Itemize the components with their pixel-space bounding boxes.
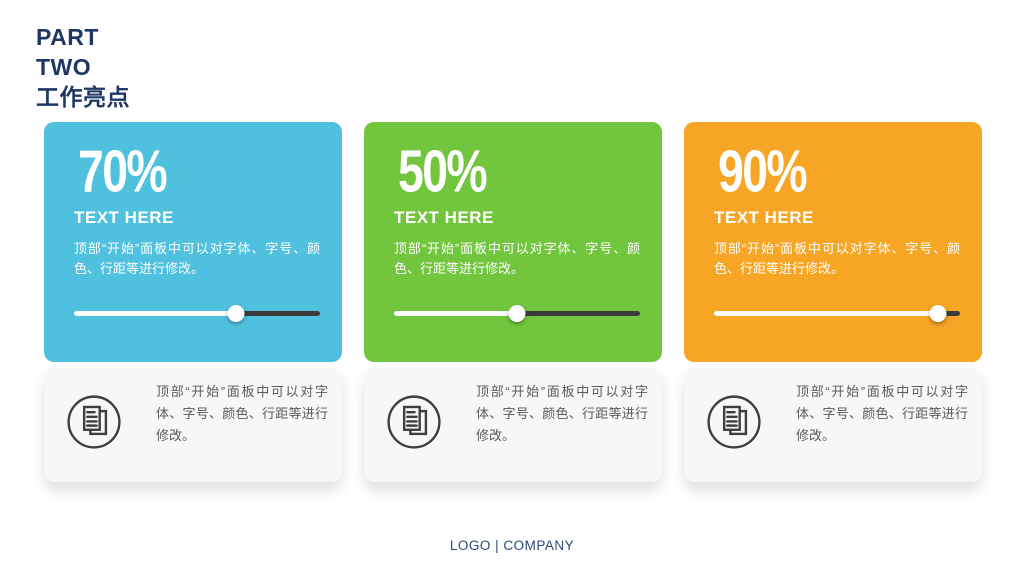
card-description: 顶部“开始”面板中可以对字体、字号、颜色、行距等进行修改。: [394, 241, 640, 276]
footer-logo-text: LOGO | COMPANY: [449, 538, 575, 553]
card-description: 顶部“开始”面板中可以对字体、字号、颜色、行距等进行修改。: [714, 241, 960, 276]
progress-slider[interactable]: [714, 305, 960, 322]
slider-thumb[interactable]: [929, 305, 947, 322]
document-icon: [385, 393, 443, 451]
slide-title-line-3: 工作亮点: [36, 84, 130, 110]
card-description: 顶部“开始”面板中可以对字体、字号、颜色、行距等进行修改。: [74, 241, 320, 276]
progress-slider[interactable]: [74, 305, 320, 322]
note-card-1: 顶部“开始”面板中可以对字体、字号、颜色、行距等进行修改。: [44, 368, 342, 482]
slide-title: PART TWO 工作亮点: [36, 22, 130, 112]
progress-slider[interactable]: [394, 305, 640, 322]
slider-fill: [714, 311, 938, 316]
note-card-2: 顶部“开始”面板中可以对字体、字号、颜色、行距等进行修改。: [364, 368, 662, 482]
highlight-card-3: 90% TEXT HERE 顶部“开始”面板中可以对字体、字号、颜色、行距等进行…: [684, 122, 982, 362]
slide-title-line-2: TWO: [36, 54, 92, 80]
highlight-card-2: 50% TEXT HERE 顶部“开始”面板中可以对字体、字号、颜色、行距等进行…: [364, 122, 662, 362]
slider-thumb[interactable]: [508, 305, 526, 322]
slider-fill: [394, 311, 517, 316]
slider-fill: [74, 311, 237, 316]
slide-title-line-1: PART: [36, 24, 99, 50]
note-text: 顶部“开始”面板中可以对字体、字号、颜色、行距等进行修改。: [796, 384, 968, 443]
note-text: 顶部“开始”面板中可以对字体、字号、颜色、行距等进行修改。: [156, 384, 328, 443]
highlight-card-1: 70% TEXT HERE 顶部“开始”面板中可以对字体、字号、颜色、行距等进行…: [44, 122, 342, 362]
slider-thumb[interactable]: [227, 305, 245, 322]
document-icon: [65, 393, 123, 451]
note-card-3: 顶部“开始”面板中可以对字体、字号、颜色、行距等进行修改。: [684, 368, 982, 482]
note-text: 顶部“开始”面板中可以对字体、字号、颜色、行距等进行修改。: [476, 384, 648, 443]
document-icon: [705, 393, 763, 451]
card-heading: TEXT HERE: [714, 208, 814, 227]
percent-value: 90%: [718, 138, 808, 205]
card-heading: TEXT HERE: [74, 208, 174, 227]
card-heading: TEXT HERE: [394, 208, 494, 227]
percent-value: 70%: [78, 138, 168, 205]
percent-value: 50%: [398, 138, 488, 205]
